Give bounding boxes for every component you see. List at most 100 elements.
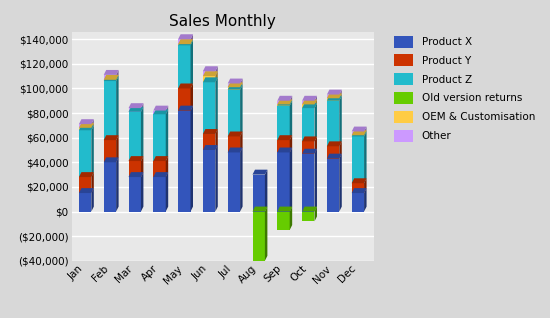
Polygon shape: [116, 70, 119, 80]
Polygon shape: [351, 183, 364, 193]
Polygon shape: [79, 172, 94, 177]
Polygon shape: [203, 82, 215, 134]
Polygon shape: [203, 77, 218, 82]
Polygon shape: [327, 142, 342, 146]
Polygon shape: [178, 34, 193, 39]
Polygon shape: [339, 96, 342, 146]
Polygon shape: [302, 207, 317, 211]
Polygon shape: [351, 136, 364, 183]
Polygon shape: [277, 101, 292, 106]
Polygon shape: [351, 193, 364, 211]
Polygon shape: [116, 157, 119, 211]
Polygon shape: [265, 207, 267, 261]
Polygon shape: [166, 172, 168, 211]
Polygon shape: [129, 103, 144, 108]
Polygon shape: [315, 103, 317, 142]
Polygon shape: [302, 103, 317, 108]
Polygon shape: [190, 84, 193, 111]
Polygon shape: [302, 108, 315, 142]
Polygon shape: [203, 66, 218, 71]
Polygon shape: [116, 75, 119, 81]
Polygon shape: [178, 40, 193, 45]
Polygon shape: [141, 156, 144, 177]
Polygon shape: [141, 172, 144, 211]
Polygon shape: [290, 135, 292, 152]
Polygon shape: [116, 76, 119, 140]
Polygon shape: [364, 132, 366, 183]
Polygon shape: [265, 170, 267, 211]
Polygon shape: [228, 136, 240, 152]
Polygon shape: [240, 85, 243, 136]
Polygon shape: [153, 114, 166, 161]
Polygon shape: [215, 145, 218, 211]
Polygon shape: [252, 211, 265, 261]
Polygon shape: [277, 96, 292, 101]
Polygon shape: [203, 145, 218, 150]
Polygon shape: [129, 156, 144, 161]
Legend: Product X, Product Y, Product Z, Old version returns, OEM & Customisation, Other: Product X, Product Y, Product Z, Old ver…: [391, 32, 538, 145]
Polygon shape: [91, 123, 94, 130]
Polygon shape: [327, 159, 339, 211]
Polygon shape: [240, 132, 243, 152]
Polygon shape: [290, 101, 292, 140]
Polygon shape: [228, 90, 240, 136]
Polygon shape: [79, 130, 91, 177]
Polygon shape: [277, 207, 292, 211]
Polygon shape: [351, 178, 366, 183]
Polygon shape: [91, 119, 94, 128]
Polygon shape: [277, 211, 290, 230]
Polygon shape: [79, 125, 94, 130]
Polygon shape: [79, 193, 91, 211]
Polygon shape: [240, 79, 243, 87]
Polygon shape: [351, 132, 366, 136]
Polygon shape: [252, 207, 267, 211]
Polygon shape: [129, 112, 141, 161]
Polygon shape: [215, 71, 218, 82]
Polygon shape: [339, 142, 342, 159]
Polygon shape: [153, 109, 168, 114]
Polygon shape: [215, 77, 218, 134]
Polygon shape: [104, 135, 119, 140]
Polygon shape: [339, 90, 342, 98]
Title: Sales Monthly: Sales Monthly: [169, 14, 276, 29]
Polygon shape: [190, 40, 193, 88]
Polygon shape: [178, 106, 193, 111]
Polygon shape: [129, 107, 144, 112]
Polygon shape: [91, 188, 94, 211]
Polygon shape: [339, 154, 342, 211]
Polygon shape: [327, 96, 342, 101]
Polygon shape: [302, 100, 317, 104]
Polygon shape: [302, 96, 317, 101]
Polygon shape: [79, 188, 94, 193]
Polygon shape: [203, 76, 215, 82]
Polygon shape: [277, 104, 290, 106]
Polygon shape: [190, 34, 193, 44]
Polygon shape: [228, 87, 240, 90]
Polygon shape: [153, 161, 166, 177]
Polygon shape: [351, 132, 364, 135]
Polygon shape: [104, 81, 116, 140]
Polygon shape: [178, 88, 190, 111]
Polygon shape: [104, 140, 116, 162]
Polygon shape: [141, 107, 144, 161]
Polygon shape: [277, 135, 292, 140]
Polygon shape: [129, 172, 144, 177]
Polygon shape: [166, 156, 168, 177]
Polygon shape: [327, 146, 339, 159]
Polygon shape: [141, 103, 144, 112]
Polygon shape: [79, 128, 91, 130]
Polygon shape: [166, 109, 168, 161]
Polygon shape: [351, 127, 366, 132]
Polygon shape: [178, 39, 193, 44]
Polygon shape: [228, 148, 243, 152]
Polygon shape: [79, 119, 94, 124]
Polygon shape: [364, 127, 366, 135]
Polygon shape: [228, 79, 243, 84]
Polygon shape: [302, 211, 315, 221]
Polygon shape: [302, 154, 315, 211]
Polygon shape: [104, 162, 116, 211]
Polygon shape: [104, 76, 119, 81]
Polygon shape: [129, 161, 141, 177]
Polygon shape: [178, 39, 190, 44]
Polygon shape: [116, 135, 119, 162]
